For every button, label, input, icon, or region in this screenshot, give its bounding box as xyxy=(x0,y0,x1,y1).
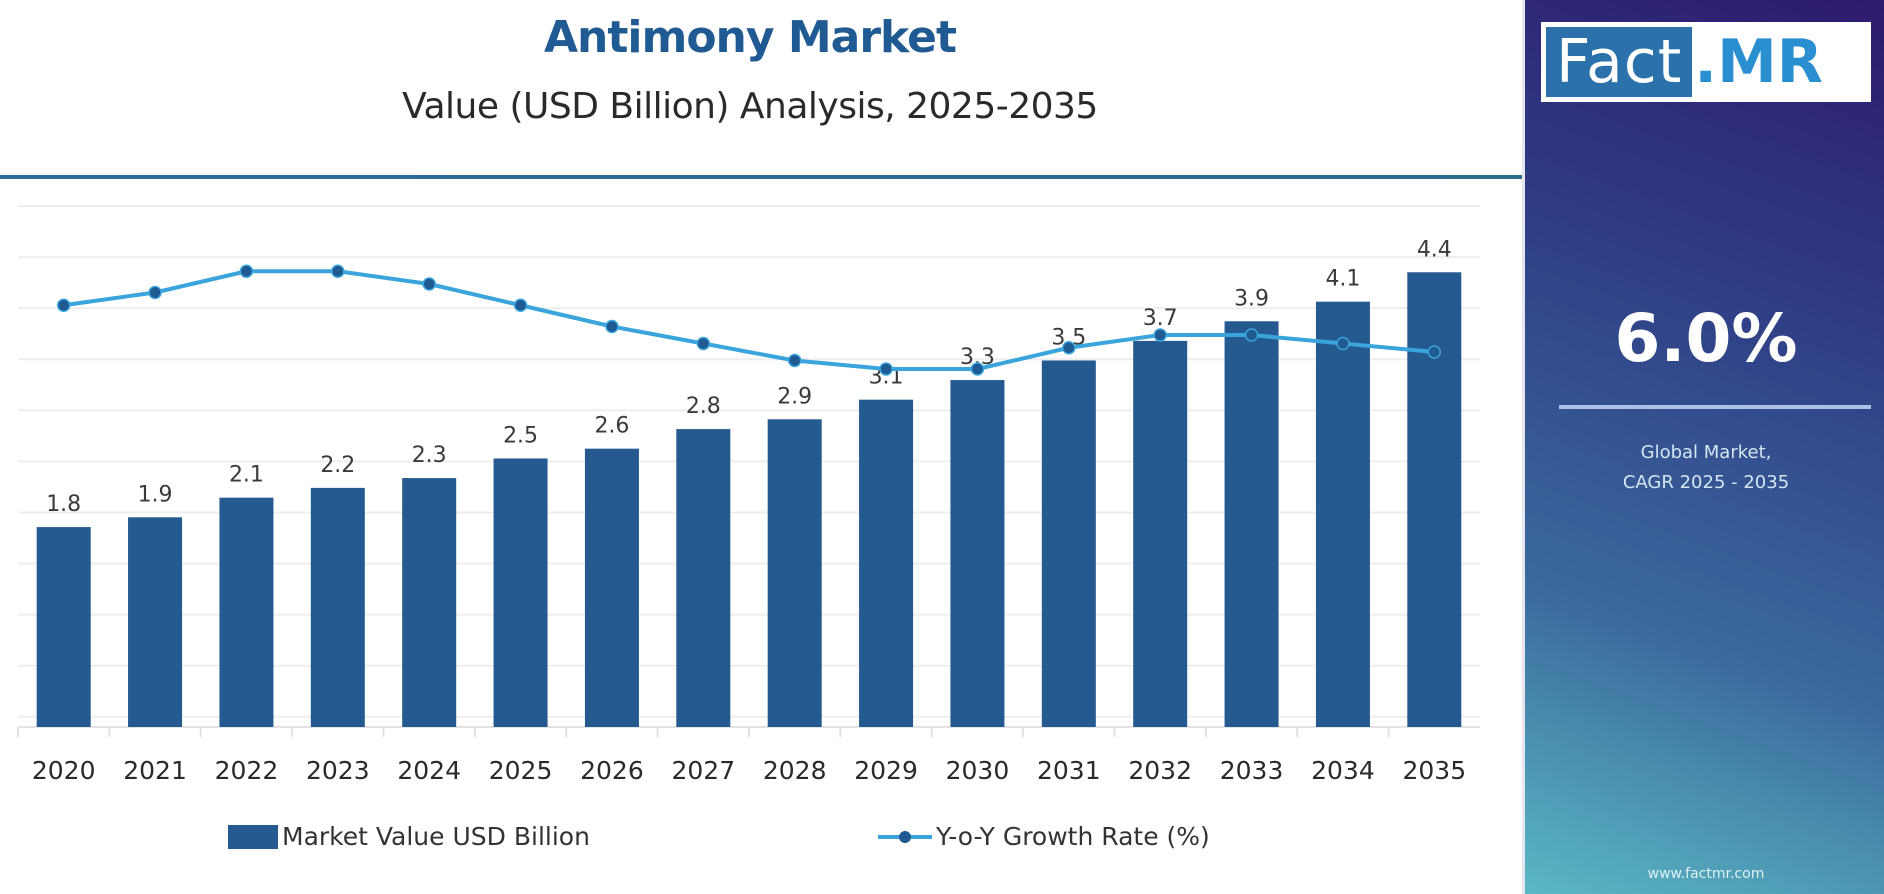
growth-point-2024 xyxy=(422,277,436,291)
x-axis-ticks: 2020 2021 2022 2023 2024 2025 2026 2027 2028 2029… xyxy=(17,727,1467,785)
bar-2033 xyxy=(1224,321,1279,727)
chart-area: Antimony Market Value (USD Billion) Anal… xyxy=(0,12,1522,851)
x-tick-label-2034: 2034 xyxy=(1311,756,1375,785)
bar-label-2027: 2.8 xyxy=(686,394,721,419)
bars xyxy=(36,272,1462,727)
cagr-label-line2: CAGR 2025 - 2035 xyxy=(1622,472,1790,493)
x-tick-label-2031: 2031 xyxy=(1037,756,1101,785)
bar-label-2035: 4.4 xyxy=(1417,237,1452,262)
bar-2024 xyxy=(402,478,457,727)
growth-point-2021 xyxy=(148,285,162,300)
cagr-divider xyxy=(1559,405,1871,409)
bar-2035 xyxy=(1407,272,1462,727)
x-tick-label-2022: 2022 xyxy=(215,756,279,785)
logo-mr-text: .MR xyxy=(1694,27,1823,97)
growth-point-2034 xyxy=(1336,336,1350,351)
growth-point-2032 xyxy=(1153,328,1167,342)
bar-2027 xyxy=(676,429,731,727)
x-tick-label-2032: 2032 xyxy=(1128,756,1192,785)
bar-2022 xyxy=(219,497,274,727)
chart-title: Antimony Market xyxy=(543,12,957,63)
line-swatch-icon xyxy=(878,825,932,849)
growth-point-2031 xyxy=(1062,341,1076,355)
legend-item-growth-rate: Y-o-Y Growth Rate (%) xyxy=(878,822,1210,851)
bar-label-2024: 2.3 xyxy=(412,443,447,468)
bar-2020 xyxy=(36,527,91,727)
bar-swatch-icon xyxy=(228,824,278,849)
logo-fact-text: Fact xyxy=(1546,27,1693,97)
bar-2030 xyxy=(950,380,1005,727)
x-tick-label-2020: 2020 xyxy=(32,756,96,785)
website-url: www.factmr.com xyxy=(1647,866,1765,882)
bar-label-2020: 1.8 xyxy=(46,492,81,517)
bar-2028 xyxy=(767,419,822,727)
x-tick-label-2023: 2023 xyxy=(306,756,370,785)
growth-line xyxy=(56,264,1442,376)
header-divider xyxy=(0,175,1522,179)
bar-label-2023: 2.2 xyxy=(320,453,355,478)
growth-point-2029 xyxy=(879,362,893,376)
growth-point-2033 xyxy=(1244,328,1259,342)
growth-point-2030 xyxy=(970,362,985,376)
growth-point-2035 xyxy=(1427,345,1442,359)
bar-line-chart: 1.8 1.92.1 2.2 2.32.5 2.62.8 2.93.13.33.53.73… xyxy=(17,205,1480,785)
cagr-label: Global Market, CAGR 2025 - 2035 xyxy=(1525,438,1884,498)
bar-2034 xyxy=(1315,301,1370,727)
x-tick-label-2028: 2028 xyxy=(763,756,827,785)
growth-point-2026 xyxy=(605,319,619,334)
growth-point-2022 xyxy=(239,264,254,278)
bar-label-2022: 2.1 xyxy=(229,463,264,488)
bar-label-2034: 4.1 xyxy=(1325,267,1360,292)
bar-2021 xyxy=(128,517,183,727)
bar-label-2032: 3.7 xyxy=(1143,306,1178,331)
growth-point-2023 xyxy=(331,264,345,278)
chart-subtitle: Value (USD Billion) Analysis, 2025-2035 xyxy=(402,86,1098,127)
cagr-value: 6.0% xyxy=(1614,300,1798,377)
sidebar-panel: Fact .MR 6.0% Global Market, CAGR 2025 -… xyxy=(1522,0,1884,894)
legend-label-market-value: Market Value USD Billion xyxy=(282,822,590,851)
growth-point-2027 xyxy=(696,336,711,351)
bar-2025 xyxy=(493,458,548,727)
bar-label-2025: 2.5 xyxy=(503,423,538,448)
growth-point-2025 xyxy=(513,298,528,312)
cagr-label-line1: Global Market, xyxy=(1640,442,1772,463)
factmr-logo: Fact .MR xyxy=(1541,22,1871,102)
x-tick-label-2021: 2021 xyxy=(123,756,187,785)
x-tick-label-2035: 2035 xyxy=(1403,756,1467,785)
growth-line-path xyxy=(63,269,1435,371)
bar-2026 xyxy=(584,448,639,727)
bar-label-2026: 2.6 xyxy=(594,414,629,439)
bar-2023 xyxy=(310,487,365,727)
x-tick-label-2033: 2033 xyxy=(1220,756,1284,785)
x-tick-label-2025: 2025 xyxy=(489,756,553,785)
x-tick-label-2030: 2030 xyxy=(946,756,1010,785)
bar-label-2033: 3.9 xyxy=(1234,286,1269,311)
x-tick-label-2024: 2024 xyxy=(397,756,461,785)
growth-point-2020 xyxy=(56,298,71,312)
bar-2032 xyxy=(1133,340,1188,727)
x-tick-label-2026: 2026 xyxy=(580,756,644,785)
legend-label-growth-rate: Y-o-Y Growth Rate (%) xyxy=(936,822,1210,851)
legend-item-market-value: Market Value USD Billion xyxy=(228,822,590,851)
bar-2029 xyxy=(859,399,914,727)
growth-point-2028 xyxy=(787,353,802,368)
bar-label-2028: 2.9 xyxy=(777,384,812,409)
x-tick-label-2029: 2029 xyxy=(854,756,918,785)
x-tick-label-2027: 2027 xyxy=(672,756,736,785)
bar-label-2021: 1.9 xyxy=(138,482,173,507)
bar-2031 xyxy=(1041,360,1096,727)
